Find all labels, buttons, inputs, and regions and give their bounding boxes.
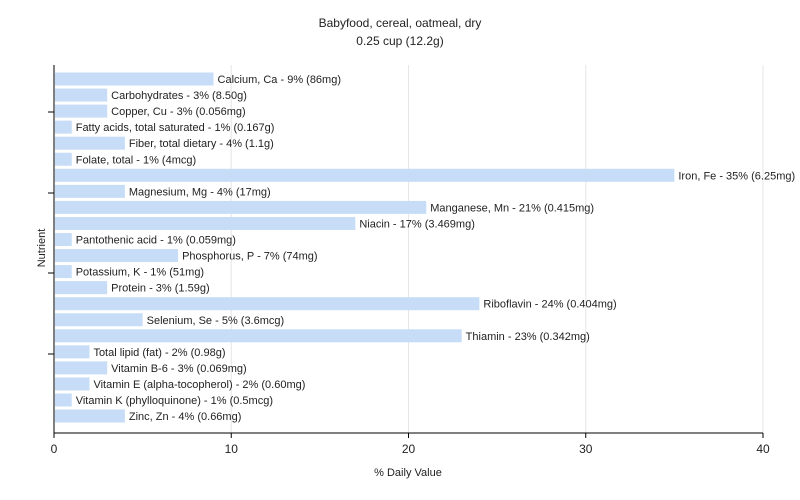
bar-label: Niacin - 17% (3.469mg) — [359, 218, 475, 230]
bar — [55, 88, 108, 102]
bar — [55, 72, 214, 86]
bar — [55, 152, 72, 166]
grid-lines — [230, 65, 764, 433]
bar-label: Vitamin B-6 - 3% (0.069mg) — [111, 363, 247, 375]
y-axis-ticks — [48, 111, 54, 355]
bar — [55, 281, 108, 295]
bar-label: Selenium, Se - 5% (3.6mcg) — [147, 315, 285, 327]
bar — [55, 136, 125, 150]
x-axis-title: % Daily Value — [374, 467, 442, 479]
x-tick-label: 40 — [756, 442, 770, 456]
bar-label: Pantothenic acid - 1% (0.059mg) — [76, 235, 236, 247]
bar-label: Potassium, K - 1% (51mg) — [76, 267, 204, 279]
bar-labels: Calcium, Ca - 9% (86mg) Carbohydrates - 3… — [76, 74, 795, 423]
x-tick-label: 10 — [225, 442, 239, 456]
bar — [55, 329, 462, 343]
bar-label: Protein - 3% (1.59g) — [111, 283, 209, 295]
bar-label: Vitamin E (alpha-tocopherol) - 2% (0.60m… — [93, 379, 305, 391]
bar — [55, 361, 108, 375]
bar-label: Copper, Cu - 3% (0.056mg) — [111, 106, 246, 118]
bar — [55, 120, 72, 134]
bar-label: Fatty acids, total saturated - 1% (0.167… — [76, 122, 275, 134]
bar — [55, 409, 125, 423]
bar — [55, 297, 480, 311]
bar — [55, 168, 675, 182]
bar-label: Thiamin - 23% (0.342mg) — [466, 331, 590, 343]
x-tick-label: 30 — [579, 442, 593, 456]
bar — [55, 184, 125, 198]
bar-label: Riboflavin - 24% (0.404mg) — [483, 299, 616, 311]
bar — [55, 249, 179, 263]
bar-label: Folate, total - 1% (4mcg) — [76, 154, 196, 166]
x-tick-label: 20 — [402, 442, 416, 456]
bar — [55, 200, 427, 214]
x-axis-ticks: 0 10 20 30 40 — [51, 433, 770, 456]
bar-label: Iron, Fe - 35% (6.25mg) — [678, 170, 795, 182]
bar-label: Zinc, Zn - 4% (0.66mg) — [129, 411, 241, 423]
bar-label: Manganese, Mn - 21% (0.415mg) — [430, 202, 594, 214]
bar — [55, 104, 108, 118]
bars — [55, 72, 675, 423]
x-tick-label: 0 — [51, 442, 58, 456]
bar-label: Vitamin K (phylloquinone) - 1% (0.5mcg) — [76, 395, 273, 407]
y-axis-title: Nutrient — [36, 229, 48, 268]
bar-label: Total lipid (fat) - 2% (0.98g) — [93, 347, 225, 359]
bar — [55, 377, 90, 391]
bar — [55, 265, 72, 279]
bar-label: Fiber, total dietary - 4% (1.1g) — [129, 138, 274, 150]
chart-subtitle: 0.25 cup (12.2g) — [356, 34, 443, 48]
bar — [55, 216, 356, 230]
bar-label: Phosphorus, P - 7% (74mg) — [182, 251, 318, 263]
bar — [55, 393, 72, 407]
bar-label: Carbohydrates - 3% (8.50g) — [111, 90, 247, 102]
bar-label: Calcium, Ca - 9% (86mg) — [218, 74, 341, 86]
bar — [55, 345, 90, 359]
bar — [55, 313, 143, 327]
bar-label: Magnesium, Mg - 4% (17mg) — [129, 186, 271, 198]
chart-title: Babyfood, cereal, oatmeal, dry — [319, 16, 482, 30]
bar — [55, 233, 72, 246]
